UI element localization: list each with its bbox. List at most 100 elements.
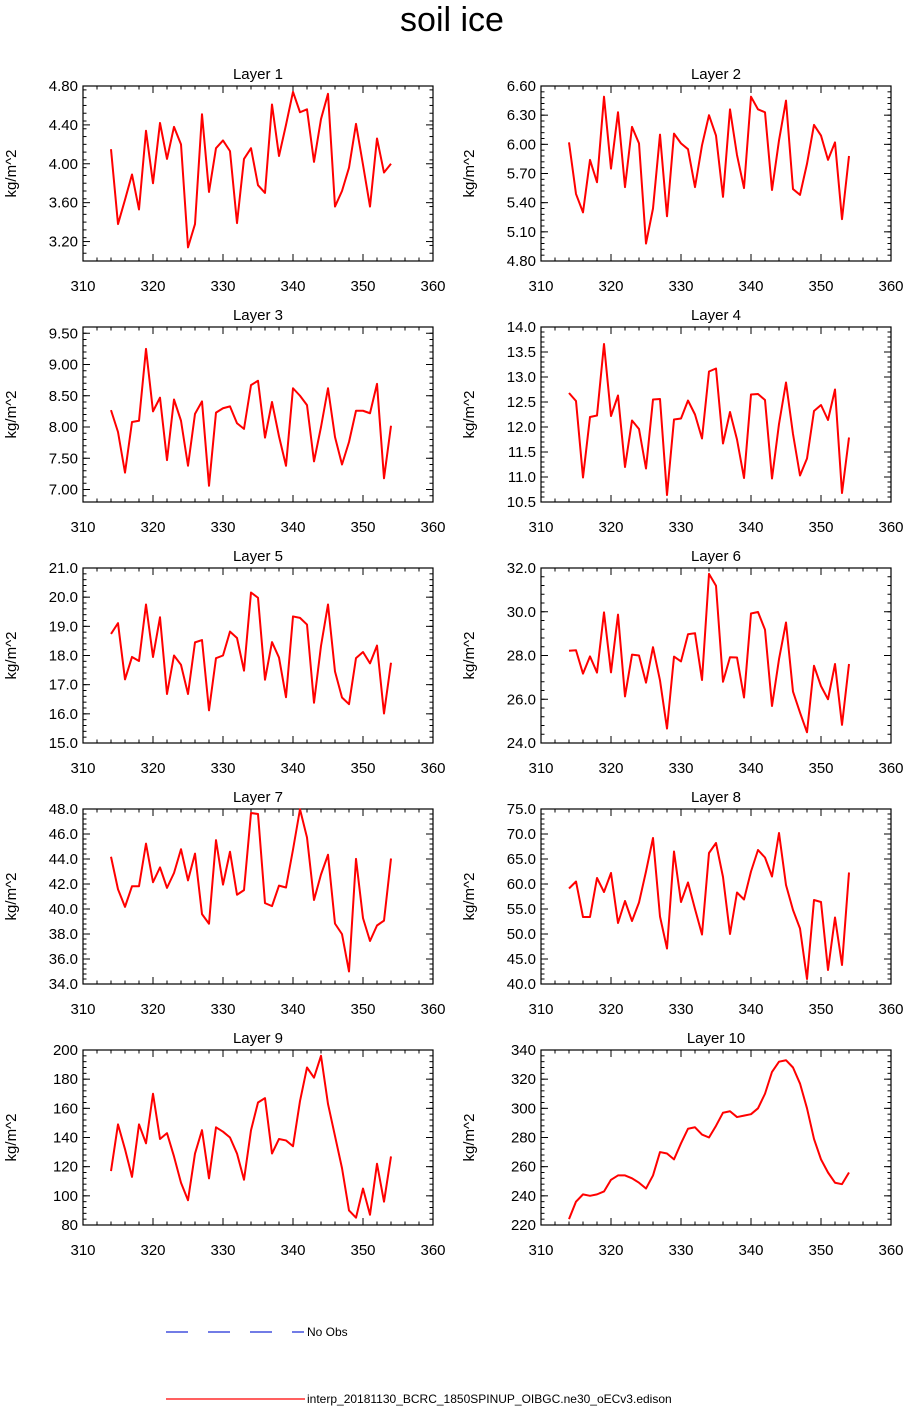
panel-title: Layer 9 xyxy=(233,1030,283,1047)
y-tick-label: 4.80 xyxy=(507,253,536,270)
y-tick-label: 46.0 xyxy=(49,826,78,843)
y-tick-label: 200 xyxy=(53,1042,78,1059)
y-tick-label: 8.00 xyxy=(49,419,78,436)
y-axis-label: kg/m^2 xyxy=(461,632,478,680)
x-tick-label: 330 xyxy=(210,1001,235,1018)
y-tick-label: 14.0 xyxy=(507,319,536,336)
legend-obs-line xyxy=(166,1331,304,1333)
panel-title: Layer 6 xyxy=(691,548,741,565)
x-tick-label: 360 xyxy=(878,760,903,777)
x-tick-label: 330 xyxy=(210,760,235,777)
x-tick-label: 330 xyxy=(668,1242,693,1259)
y-tick-label: 55.0 xyxy=(507,901,536,918)
y-tick-label: 30.0 xyxy=(507,604,536,621)
chart-panel-2: Layer 2 kg/m^2 310 320 330 340 350 360 4.80 5.10 5… xyxy=(461,66,904,295)
x-tick-label: 350 xyxy=(350,1242,375,1259)
x-tick-label: 350 xyxy=(808,1001,833,1018)
panel-title: Layer 7 xyxy=(233,789,283,806)
y-tick-label: 9.00 xyxy=(49,357,78,374)
y-tick-label: 4.80 xyxy=(49,78,78,95)
plot-frame xyxy=(82,808,434,985)
y-axis-label: kg/m^2 xyxy=(3,150,20,198)
x-tick-label: 340 xyxy=(280,519,305,536)
x-tick-label: 360 xyxy=(878,1001,903,1018)
y-axis-label: kg/m^2 xyxy=(3,873,20,921)
x-tick-label: 310 xyxy=(70,1242,95,1259)
chart-panel-1: Layer 1 kg/m^2 310 320 330 340 350 360 3.20 3.60 4… xyxy=(3,66,446,295)
x-tick-label: 310 xyxy=(70,1001,95,1018)
y-tick-label: 120 xyxy=(53,1159,78,1176)
y-tick-label: 160 xyxy=(53,1100,78,1117)
chart-panel-8: Layer 8 kg/m^2 310 320 330 340 350 360 40.0 45.0 5… xyxy=(461,789,904,1018)
x-tick-label: 360 xyxy=(878,519,903,536)
y-tick-label: 38.0 xyxy=(49,926,78,943)
panel-title: Layer 3 xyxy=(233,307,283,324)
x-tick-label: 320 xyxy=(140,1001,165,1018)
legend-obs-label: No Obs xyxy=(307,1325,348,1339)
y-tick-label: 20.0 xyxy=(49,589,78,606)
chart-panel-10: Layer 10 kg/m^2 310 320 330 340 350 360 220 240 26… xyxy=(461,1030,904,1259)
x-tick-label: 310 xyxy=(70,760,95,777)
y-tick-label: 6.30 xyxy=(507,107,536,124)
y-tick-label: 44.0 xyxy=(49,851,78,868)
y-tick-label: 260 xyxy=(511,1159,536,1176)
x-tick-label: 320 xyxy=(598,278,623,295)
x-tick-label: 360 xyxy=(420,519,445,536)
y-axis-label: kg/m^2 xyxy=(3,1114,20,1162)
panel-title: Layer 8 xyxy=(691,789,741,806)
chart-panel-3: Layer 3 kg/m^2 310 320 330 340 350 360 7.00 7.50 8… xyxy=(3,307,446,536)
y-tick-label: 11.5 xyxy=(508,444,536,461)
plot-frame xyxy=(540,808,892,985)
y-tick-label: 12.5 xyxy=(507,394,536,411)
y-tick-label: 5.70 xyxy=(507,166,536,183)
legend-model: interp_20181130_BCRC_1850SPINUP_OIBGC.ne… xyxy=(0,1389,904,1409)
y-tick-label: 100 xyxy=(53,1188,78,1205)
legend-model-line xyxy=(166,1398,305,1400)
x-tick-label: 360 xyxy=(420,1001,445,1018)
x-tick-label: 340 xyxy=(280,760,305,777)
x-tick-label: 330 xyxy=(668,278,693,295)
y-tick-label: 340 xyxy=(511,1042,536,1059)
y-tick-label: 19.0 xyxy=(49,618,78,635)
y-tick-label: 3.60 xyxy=(49,195,78,212)
y-tick-label: 34.0 xyxy=(49,976,78,993)
y-tick-label: 24.0 xyxy=(507,735,536,752)
x-tick-label: 350 xyxy=(350,278,375,295)
plot-frame xyxy=(82,326,434,503)
y-tick-label: 13.5 xyxy=(507,344,536,361)
x-tick-label: 310 xyxy=(528,760,553,777)
plot-frame xyxy=(540,1049,892,1226)
x-tick-label: 340 xyxy=(738,760,763,777)
y-tick-label: 180 xyxy=(53,1071,78,1088)
y-tick-label: 4.40 xyxy=(49,117,78,134)
model-series-line xyxy=(568,343,850,496)
model-series-line xyxy=(568,572,850,734)
chart-panel-4: Layer 4 kg/m^2 310 320 330 340 350 360 10.5 11.0 1… xyxy=(461,307,904,536)
x-tick-label: 310 xyxy=(528,519,553,536)
x-tick-label: 320 xyxy=(598,519,623,536)
y-tick-label: 70.0 xyxy=(507,826,536,843)
x-tick-label: 350 xyxy=(350,519,375,536)
plot-frame xyxy=(82,1049,434,1226)
x-tick-label: 340 xyxy=(280,278,305,295)
panel-title: Layer 4 xyxy=(691,307,741,324)
x-tick-label: 350 xyxy=(350,760,375,777)
y-tick-label: 5.10 xyxy=(507,224,536,241)
x-tick-label: 350 xyxy=(808,1242,833,1259)
figure-title: soil ice xyxy=(400,1,504,39)
y-tick-label: 7.50 xyxy=(49,450,78,467)
x-tick-label: 320 xyxy=(598,760,623,777)
x-tick-label: 350 xyxy=(808,760,833,777)
y-tick-label: 6.60 xyxy=(507,78,536,95)
model-series-line xyxy=(110,591,392,715)
y-axis-label: kg/m^2 xyxy=(461,391,478,439)
x-tick-label: 320 xyxy=(598,1001,623,1018)
y-tick-label: 7.00 xyxy=(49,482,78,499)
chart-panel-7: Layer 7 kg/m^2 310 320 330 340 350 360 34.0 36.0 3… xyxy=(3,789,446,1018)
chart-panel-6: Layer 6 kg/m^2 310 320 330 340 350 360 24.0 26.0 2… xyxy=(461,548,904,777)
y-tick-label: 40.0 xyxy=(507,976,536,993)
x-tick-label: 350 xyxy=(808,278,833,295)
y-tick-label: 45.0 xyxy=(507,951,536,968)
x-tick-label: 310 xyxy=(70,519,95,536)
